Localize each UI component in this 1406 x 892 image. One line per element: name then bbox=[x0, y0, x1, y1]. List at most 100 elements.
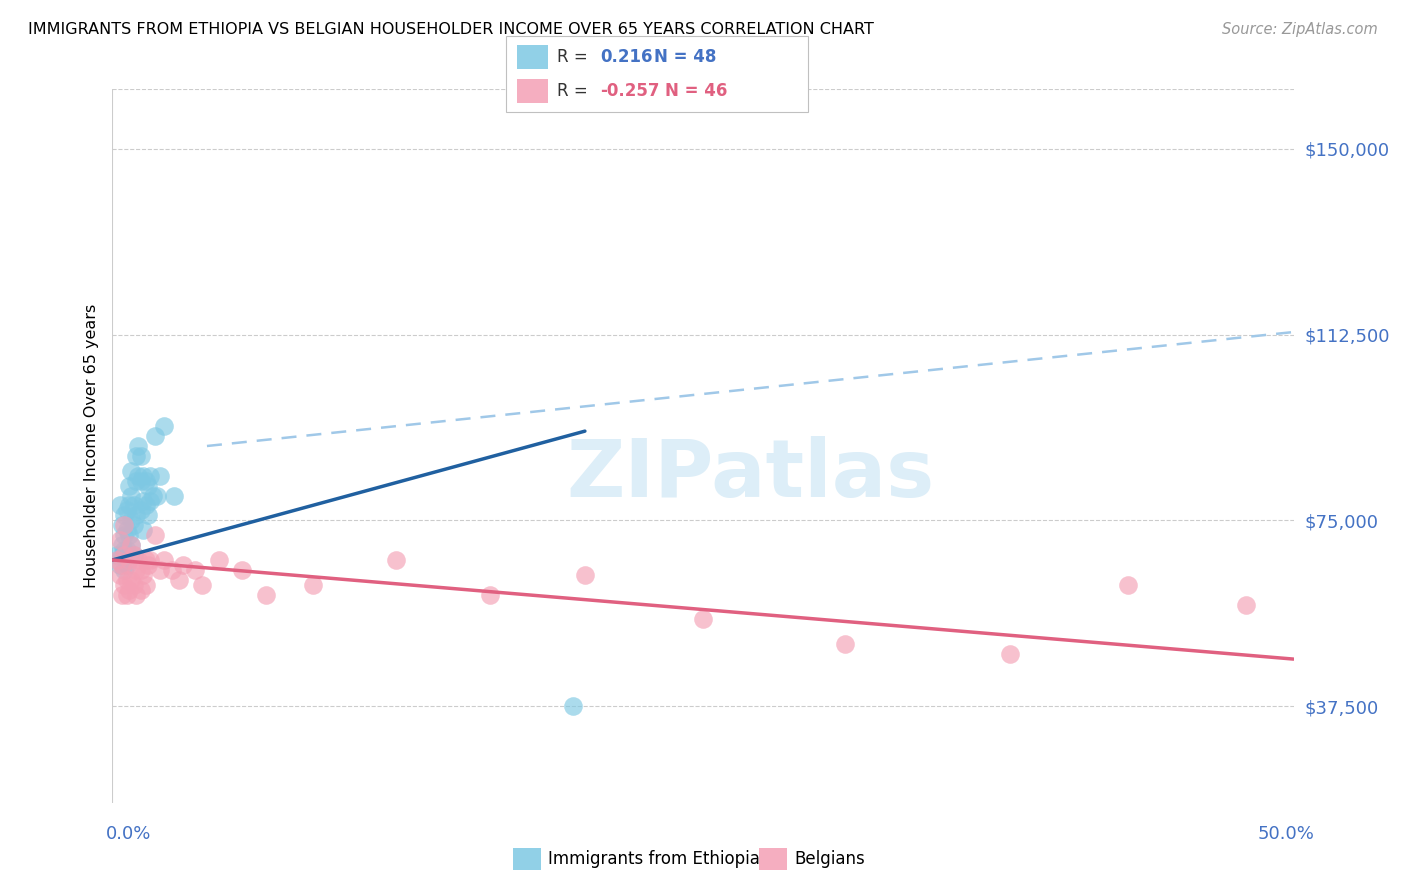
Text: -0.257: -0.257 bbox=[600, 82, 659, 100]
Point bbox=[1234, 598, 1257, 612]
Text: 50.0%: 50.0% bbox=[1258, 825, 1315, 843]
Point bbox=[112, 548, 135, 562]
Point bbox=[115, 573, 138, 587]
Point bbox=[122, 578, 145, 592]
Point bbox=[118, 553, 141, 567]
Point bbox=[146, 489, 169, 503]
Point bbox=[122, 548, 145, 562]
Point bbox=[122, 499, 145, 513]
Point bbox=[112, 543, 135, 558]
Point bbox=[135, 553, 157, 567]
Point bbox=[136, 508, 159, 523]
Text: R =: R = bbox=[557, 82, 593, 100]
Point bbox=[139, 468, 162, 483]
Point bbox=[112, 528, 135, 542]
Point bbox=[125, 474, 148, 488]
Point bbox=[115, 503, 138, 517]
Point bbox=[139, 493, 162, 508]
Point bbox=[132, 567, 155, 582]
Point bbox=[562, 699, 585, 714]
Point bbox=[118, 478, 141, 492]
Text: IMMIGRANTS FROM ETHIOPIA VS BELGIAN HOUSEHOLDER INCOME OVER 65 YEARS CORRELATION: IMMIGRANTS FROM ETHIOPIA VS BELGIAN HOUS… bbox=[28, 22, 875, 37]
Point bbox=[834, 637, 856, 651]
Point bbox=[108, 499, 131, 513]
Point bbox=[149, 563, 172, 577]
Point bbox=[132, 468, 155, 483]
Point bbox=[120, 489, 142, 503]
Point bbox=[127, 468, 149, 483]
Point bbox=[139, 553, 162, 567]
Text: Source: ZipAtlas.com: Source: ZipAtlas.com bbox=[1222, 22, 1378, 37]
Point bbox=[135, 499, 157, 513]
Point bbox=[111, 538, 134, 552]
Point bbox=[129, 449, 152, 463]
Point bbox=[172, 558, 194, 572]
Point bbox=[111, 548, 134, 562]
Point bbox=[998, 647, 1021, 661]
Point bbox=[231, 563, 253, 577]
Point bbox=[135, 578, 157, 592]
Point bbox=[692, 612, 714, 626]
Y-axis label: Householder Income Over 65 years: Householder Income Over 65 years bbox=[83, 304, 98, 588]
Point bbox=[122, 518, 145, 533]
Text: 0.216: 0.216 bbox=[600, 48, 652, 66]
Point bbox=[120, 538, 142, 552]
Point bbox=[105, 548, 128, 562]
Point bbox=[208, 553, 231, 567]
Point bbox=[479, 588, 502, 602]
Point bbox=[118, 582, 141, 597]
Point bbox=[129, 582, 152, 597]
Point bbox=[125, 508, 148, 523]
Point bbox=[112, 518, 135, 533]
Text: 0.0%: 0.0% bbox=[105, 825, 150, 843]
Point bbox=[115, 588, 138, 602]
Text: N = 48: N = 48 bbox=[654, 48, 716, 66]
Point bbox=[108, 558, 131, 572]
Point bbox=[111, 518, 134, 533]
Point bbox=[127, 553, 149, 567]
Point bbox=[120, 513, 142, 527]
Point bbox=[574, 567, 596, 582]
Point bbox=[120, 573, 142, 587]
Point bbox=[191, 578, 214, 592]
Point bbox=[120, 464, 142, 478]
Point bbox=[111, 558, 134, 572]
Point bbox=[142, 489, 165, 503]
Point bbox=[132, 523, 155, 537]
Point bbox=[108, 567, 131, 582]
Point bbox=[163, 489, 186, 503]
Point bbox=[118, 528, 141, 542]
Point bbox=[122, 548, 145, 562]
Point bbox=[160, 563, 183, 577]
Point bbox=[149, 468, 172, 483]
Point bbox=[167, 573, 190, 587]
Point bbox=[115, 523, 138, 537]
Point bbox=[112, 578, 135, 592]
Point bbox=[111, 588, 134, 602]
Point bbox=[112, 563, 135, 577]
Point bbox=[254, 588, 277, 602]
Text: Immigrants from Ethiopia: Immigrants from Ethiopia bbox=[548, 850, 761, 868]
Point bbox=[125, 449, 148, 463]
Text: Belgians: Belgians bbox=[794, 850, 865, 868]
Point bbox=[129, 503, 152, 517]
Point bbox=[108, 533, 131, 548]
Point bbox=[125, 563, 148, 577]
Point bbox=[105, 553, 128, 567]
Point bbox=[115, 543, 138, 558]
Point bbox=[118, 499, 141, 513]
Text: ZIPatlas: ZIPatlas bbox=[567, 435, 935, 514]
Point bbox=[115, 558, 138, 572]
Point bbox=[129, 474, 152, 488]
Point bbox=[153, 419, 176, 434]
Point bbox=[120, 538, 142, 552]
Point bbox=[143, 429, 166, 443]
Text: N = 46: N = 46 bbox=[665, 82, 727, 100]
Point bbox=[127, 439, 149, 453]
Point bbox=[302, 578, 325, 592]
Point bbox=[153, 553, 176, 567]
Point bbox=[136, 478, 159, 492]
Point bbox=[385, 553, 408, 567]
Point bbox=[135, 474, 157, 488]
Text: R =: R = bbox=[557, 48, 593, 66]
